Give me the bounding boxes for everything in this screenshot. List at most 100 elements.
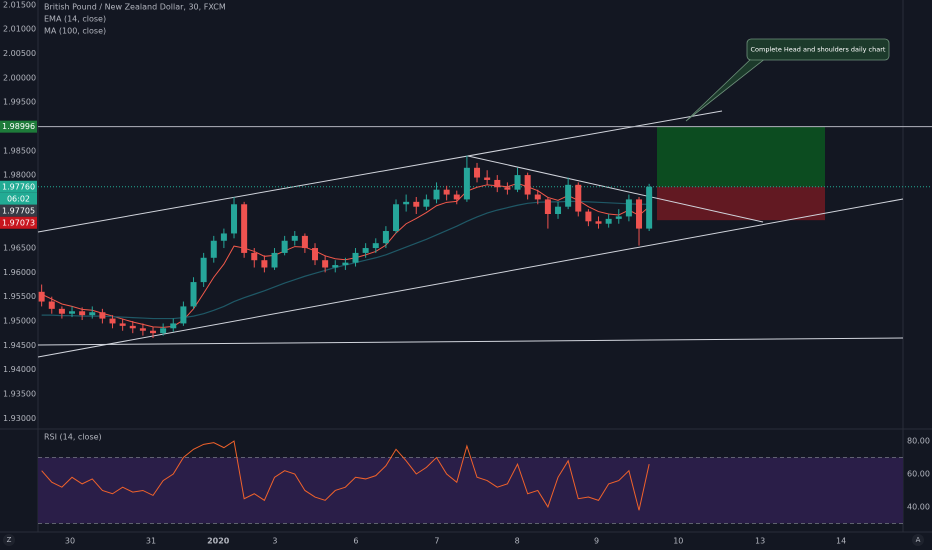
candle-body <box>565 184 572 207</box>
loss-zone <box>657 186 825 221</box>
rsi-tick-label: 40.00 <box>907 502 930 511</box>
support-line <box>37 337 904 346</box>
y-tick-label: 1.93500 <box>3 389 36 398</box>
candle-body <box>453 194 460 200</box>
candle-body <box>615 216 622 219</box>
x-tick-label: 2020 <box>207 537 230 546</box>
x-tick-label: 3 <box>272 537 277 546</box>
price-label-box <box>0 216 37 229</box>
candle-body <box>322 260 329 268</box>
candle-body <box>514 175 521 190</box>
x-tick-label: 6 <box>353 537 358 546</box>
candle-body <box>210 240 217 258</box>
candle-body <box>342 262 349 266</box>
candle-body <box>382 231 389 244</box>
candle-body <box>555 206 562 214</box>
legend-entry: MA (100, close) <box>44 27 106 36</box>
rsi-tick-label: 60.00 <box>907 469 930 478</box>
candle-body <box>423 199 430 207</box>
button[interactable] <box>912 534 924 546</box>
y-tick-label: 1.98500 <box>3 146 36 155</box>
candle-body <box>443 189 450 195</box>
candle-body <box>494 179 501 188</box>
candle-body <box>504 187 511 190</box>
button-label[interactable]: A <box>916 536 921 544</box>
price-label-box <box>0 180 37 193</box>
candle-body <box>301 235 308 249</box>
candle-body <box>220 233 227 241</box>
price-label: 1.98996 <box>2 122 35 131</box>
y-tick-label: 1.95500 <box>3 292 36 301</box>
candle-body <box>403 201 410 205</box>
candle-body <box>625 199 632 217</box>
price-label-box <box>0 204 37 217</box>
candle-body <box>58 308 65 314</box>
countdown-box <box>0 192 37 205</box>
y-tick-label: 1.94500 <box>3 341 36 350</box>
candle-body <box>139 328 146 331</box>
candle-body <box>200 257 207 283</box>
candle-body <box>261 260 268 268</box>
candle-body <box>271 252 278 268</box>
callout-box <box>746 38 890 61</box>
candle-body <box>129 325 136 329</box>
button[interactable] <box>3 534 15 546</box>
upper-channel-line <box>37 110 723 233</box>
y-tick-label: 1.99500 <box>3 98 36 107</box>
candle-body <box>534 194 541 200</box>
x-tick-label: 13 <box>755 537 765 546</box>
candle-body <box>605 218 612 224</box>
price-label: 1.97073 <box>2 218 35 227</box>
candle-body <box>413 201 420 207</box>
candle-body <box>585 211 592 222</box>
x-tick-label: 31 <box>146 537 156 546</box>
y-tick-label: 1.96500 <box>3 244 36 253</box>
x-tick-label: 14 <box>836 537 846 546</box>
x-tick-label: 8 <box>515 537 520 546</box>
candle-body <box>646 186 653 229</box>
y-tick-label: 1.98000 <box>3 171 36 180</box>
candle-body <box>99 312 106 319</box>
price-label: 1.97705 <box>2 206 35 215</box>
y-tick-label: 2.01000 <box>3 25 36 34</box>
candle-body <box>595 221 602 224</box>
candle-body <box>281 240 288 253</box>
symbol-title: British Pound / New Zealand Dollar, 30, … <box>44 3 226 12</box>
candle-body <box>69 311 76 314</box>
candle-body <box>160 328 167 334</box>
rsi-band <box>38 457 903 524</box>
countdown: 06:02 <box>7 194 30 203</box>
neckline <box>467 155 764 223</box>
y-tick-label: 2.00000 <box>3 73 36 82</box>
candle-body <box>352 252 359 263</box>
candle-body <box>524 175 531 195</box>
candle-body <box>291 235 298 241</box>
candle-body <box>38 291 45 302</box>
candle-body <box>372 243 379 249</box>
candle-body <box>251 252 258 261</box>
candle-body <box>362 248 369 253</box>
candle-body <box>544 199 551 214</box>
callout-text: Complete Head and shoulders daily chart <box>751 46 886 54</box>
x-tick-label: 30 <box>65 537 75 546</box>
y-tick-label: 1.93000 <box>3 414 36 423</box>
candle-body <box>180 306 187 324</box>
y-tick-label: 2.00500 <box>3 49 36 58</box>
trend-lines <box>37 110 904 358</box>
candle-body <box>150 330 157 334</box>
candle-body <box>79 311 86 316</box>
rsi-tick-label: 80.00 <box>907 437 930 446</box>
candle-body <box>89 312 96 316</box>
x-tick-label: 7 <box>434 537 439 546</box>
candle-body <box>109 318 116 324</box>
y-tick-label: 1.96000 <box>3 268 36 277</box>
legend-entry: EMA (14, close) <box>44 15 106 24</box>
y-tick-label: 2.01500 <box>3 0 36 9</box>
rsi-line <box>41 440 650 511</box>
button-label[interactable]: Z <box>7 536 12 544</box>
candle-body <box>48 301 55 309</box>
x-tick-label: 10 <box>673 537 683 546</box>
lower-channel-line <box>37 198 904 358</box>
profit-zone <box>657 126 825 187</box>
